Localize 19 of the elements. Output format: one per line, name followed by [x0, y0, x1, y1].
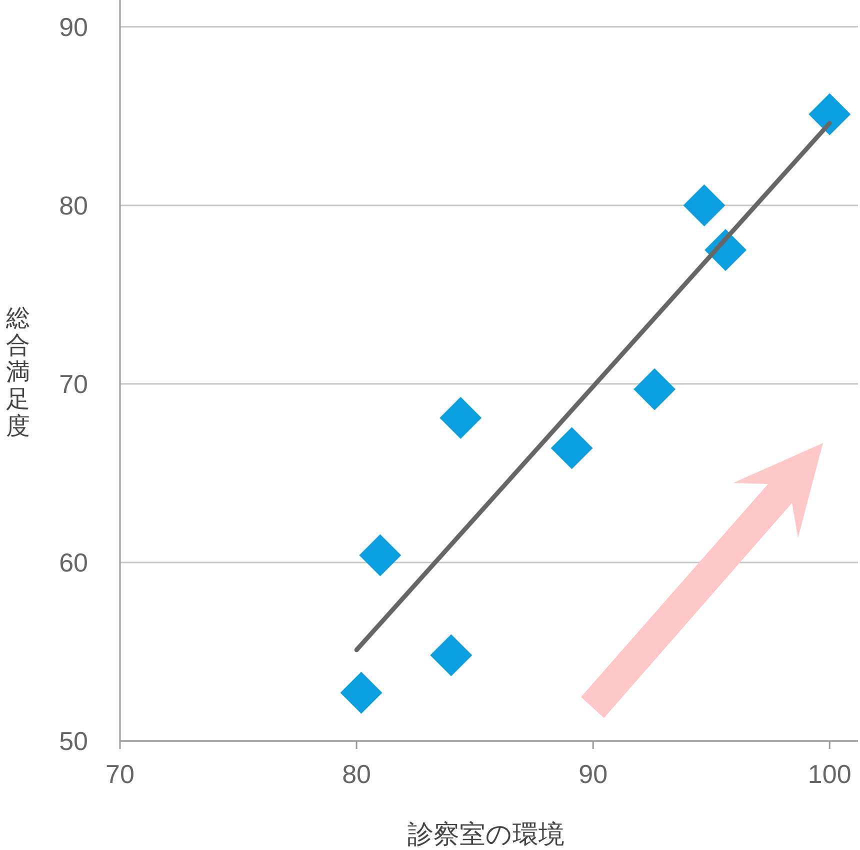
y-tick-label: 80 — [59, 190, 88, 220]
y-tick-label: 60 — [59, 547, 88, 578]
y-tick-label: 70 — [59, 368, 88, 399]
point — [550, 427, 593, 470]
point — [808, 93, 851, 136]
x-tick-label: 90 — [578, 759, 608, 789]
point — [634, 368, 676, 410]
y-axis-title: 総合満足度 — [5, 305, 30, 440]
x-axis-title: 診察室の環境 — [408, 819, 564, 849]
point — [359, 534, 402, 576]
x-tick-label: 70 — [106, 759, 134, 789]
y-tick-label: 50 — [59, 726, 88, 756]
point — [430, 634, 472, 676]
y-tick-label: 90 — [59, 12, 88, 42]
x-tick-label: 80 — [342, 759, 371, 789]
point — [440, 396, 482, 439]
x-tick-label: 100 — [808, 759, 852, 789]
point — [683, 184, 726, 226]
point — [340, 672, 382, 714]
